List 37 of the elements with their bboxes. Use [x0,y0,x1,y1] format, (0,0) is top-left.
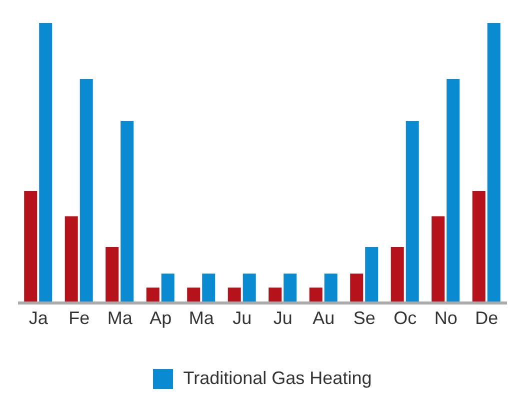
bar [146,288,160,303]
bar [39,23,52,303]
bar [161,274,174,303]
bar [242,274,256,303]
x-tick-label: Ju [273,308,292,328]
bar [228,288,241,303]
bar [80,79,93,303]
bar [64,216,78,303]
x-tick-label: Ma [107,308,134,328]
bar [365,247,378,303]
bar [106,247,119,303]
bar [202,274,216,303]
bar [446,79,460,303]
bar [406,121,419,303]
bar [487,23,500,303]
bar [324,274,338,303]
x-tick-label: De [475,308,498,328]
bar [309,288,322,303]
bar [268,288,282,303]
bar [472,191,486,303]
x-tick-label: Ma [188,308,215,328]
x-tick-label: No [434,308,458,328]
x-tick-label: Ja [28,308,49,328]
bar [187,288,200,303]
bar [432,216,445,303]
bar [120,121,134,303]
legend-label: Traditional Gas Heating [183,368,372,389]
bar [350,274,364,303]
bar [390,247,404,303]
x-tick-label: Se [353,308,376,328]
x-tick-label: Au [312,308,335,328]
bar [284,274,297,303]
bar [24,191,38,303]
x-tick-label: Fe [68,308,90,328]
x-tick-label: Ap [150,308,172,328]
x-tick-label: Oc [394,308,417,328]
x-tick-label: Ju [232,308,252,328]
